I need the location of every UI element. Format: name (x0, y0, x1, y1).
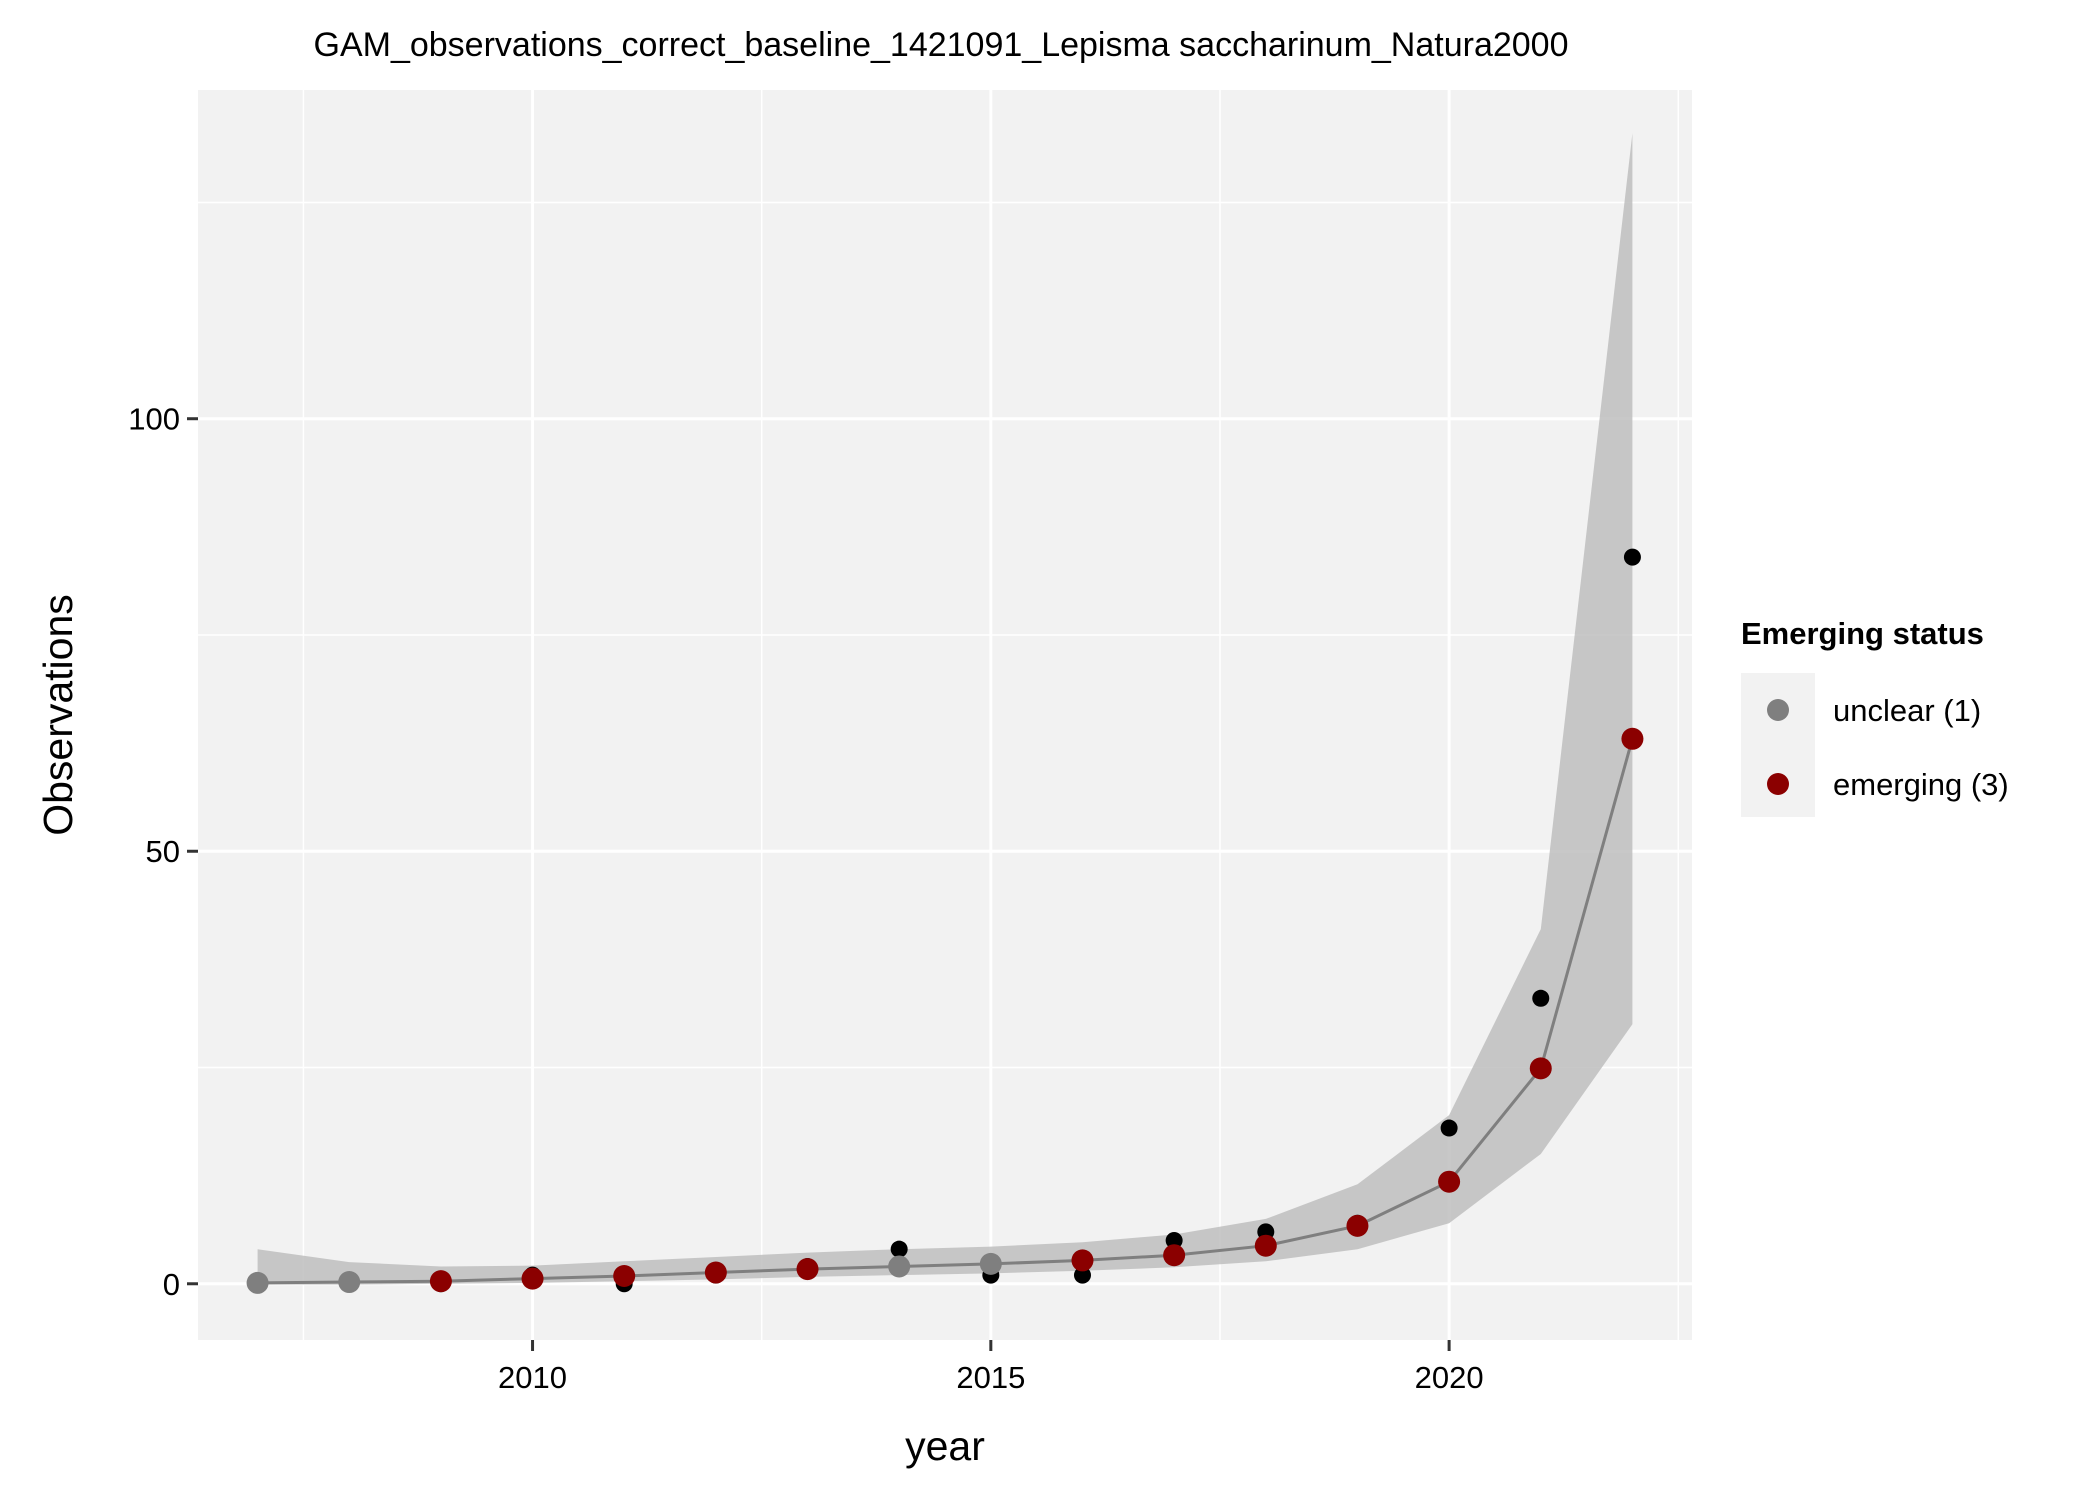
fitted-point (429, 1270, 452, 1293)
fitted-line-path (257, 738, 1634, 1285)
legend-label: emerging (3) (1833, 767, 2009, 802)
legend-label: unclear (1) (1833, 693, 1981, 728)
fitted-point (1438, 1170, 1461, 1193)
legend-key (1767, 699, 1789, 721)
fitted-point (796, 1258, 819, 1281)
y-axis-title: Observations (35, 594, 81, 836)
legend: Emerging status unclear (1) emerging (3) (1741, 616, 2009, 817)
y-tick-label: 50 (146, 834, 180, 869)
observed-point (1073, 1266, 1091, 1284)
x-tick-label: 2015 (956, 1360, 1025, 1395)
fitted-point (338, 1271, 361, 1294)
confidence-band-area (257, 133, 1633, 1285)
legend-title: Emerging status (1741, 616, 1984, 651)
legend-key-background (1741, 673, 1815, 817)
x-tick-label: 2020 (1415, 1360, 1484, 1395)
fitted-point (1071, 1249, 1094, 1272)
x-tick-label: 2010 (498, 1360, 567, 1395)
fitted-point (888, 1255, 911, 1278)
fitted-status-points (246, 727, 1644, 1294)
confidence-band (257, 133, 1633, 1285)
fitted-point (1163, 1244, 1186, 1267)
legend-key (1767, 773, 1789, 795)
observed-point (1623, 548, 1641, 566)
fitted-line (257, 738, 1634, 1285)
fitted-point (521, 1267, 544, 1290)
minor-gridlines (198, 90, 1692, 1340)
fitted-point (704, 1261, 727, 1284)
fitted-point (979, 1252, 1002, 1275)
fitted-point (613, 1264, 636, 1287)
axes: 2010 2015 2020 0 50 100 (128, 402, 1483, 1395)
fitted-point (1621, 727, 1644, 750)
observed-point (1440, 1119, 1458, 1137)
observed-point (1532, 989, 1550, 1007)
observed-point (890, 1240, 908, 1258)
fitted-point (1346, 1214, 1369, 1237)
fitted-point (1254, 1234, 1277, 1257)
y-tick-label: 0 (163, 1267, 180, 1302)
fitted-point (246, 1271, 269, 1294)
observed-point (1165, 1232, 1183, 1250)
x-axis-title: year (905, 1423, 985, 1469)
chart-title: GAM_observations_correct_baseline_142109… (314, 26, 1569, 64)
y-tick-label: 100 (128, 402, 180, 437)
fitted-point (1529, 1057, 1552, 1080)
